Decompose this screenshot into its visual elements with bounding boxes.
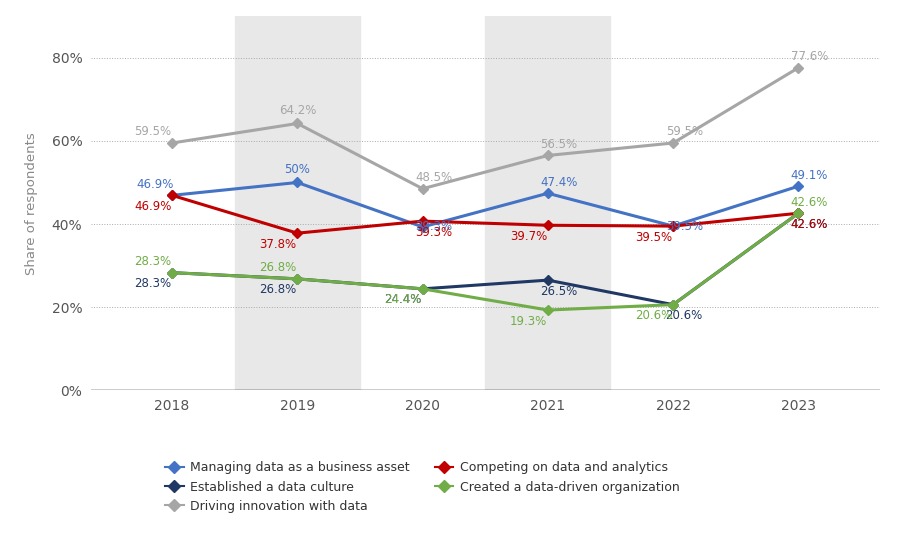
Text: 47.4%: 47.4% [541, 176, 578, 189]
Text: 64.2%: 64.2% [278, 105, 316, 118]
Y-axis label: Share of respondents: Share of respondents [24, 132, 38, 275]
Text: 59.5%: 59.5% [134, 125, 171, 138]
Text: 42.6%: 42.6% [791, 196, 828, 209]
Bar [485, 16, 610, 390]
Text: 20.6%: 20.6% [635, 309, 672, 322]
Text: 39.3%: 39.3% [415, 221, 453, 234]
Text: 39.5%: 39.5% [635, 231, 672, 244]
Text: 28.3%: 28.3% [134, 255, 171, 268]
Text: 39.3%: 39.3% [415, 225, 453, 238]
Text: 26.8%: 26.8% [259, 261, 297, 274]
Text: 46.9%: 46.9% [134, 200, 171, 213]
Text: 42.6%: 42.6% [791, 218, 828, 231]
Text: 37.8%: 37.8% [259, 238, 297, 251]
Text: 42.6%: 42.6% [791, 218, 828, 231]
Text: 19.3%: 19.3% [510, 315, 547, 328]
Text: 28.3%: 28.3% [134, 278, 171, 291]
Text: 26.8%: 26.8% [259, 283, 297, 296]
Bar [235, 16, 360, 390]
Text: 24.4%: 24.4% [385, 293, 422, 306]
Text: 50%: 50% [285, 164, 310, 177]
Text: 20.6%: 20.6% [666, 309, 703, 322]
Text: 39.5%: 39.5% [666, 220, 703, 233]
Text: 24.4%: 24.4% [385, 293, 422, 306]
Text: 59.5%: 59.5% [666, 125, 703, 138]
Text: 77.6%: 77.6% [791, 50, 828, 63]
Text: 49.1%: 49.1% [791, 169, 828, 182]
Text: 26.5%: 26.5% [541, 285, 578, 298]
Legend: Managing data as a business asset, Established a data culture, Driving innovatio: Managing data as a business asset, Estab… [160, 456, 685, 518]
Text: 46.9%: 46.9% [137, 178, 174, 191]
Text: 39.7%: 39.7% [510, 230, 547, 243]
Text: 56.5%: 56.5% [541, 138, 578, 151]
Text: 48.5%: 48.5% [415, 171, 453, 184]
